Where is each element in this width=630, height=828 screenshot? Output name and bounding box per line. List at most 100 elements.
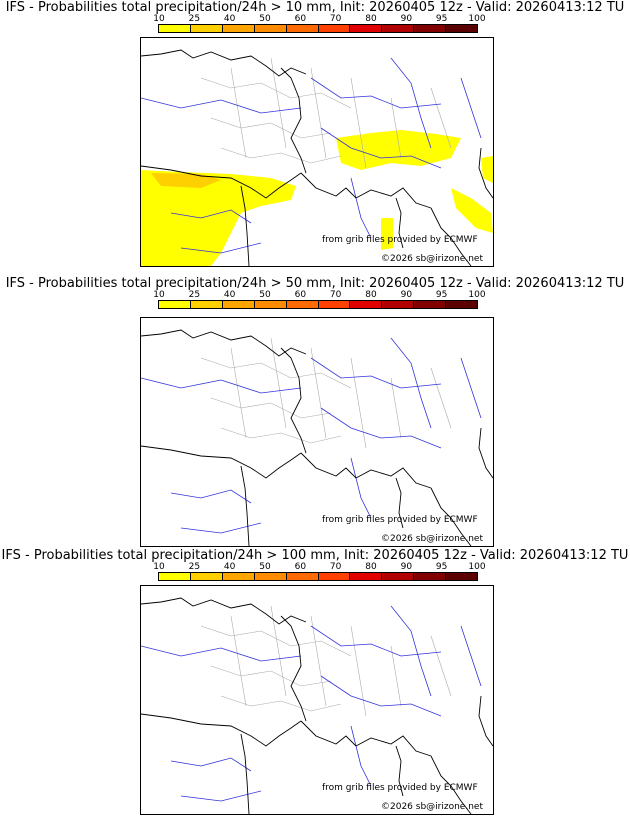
copyright-credit: ©2026 sb@irizone.net [381,534,483,544]
admin-border [310,347,327,439]
probability-colorbar [158,24,478,33]
legend-color-swatch [286,25,319,32]
legend-color-swatch [414,25,447,32]
legend-color-swatch [414,573,447,580]
river [460,357,482,419]
coastline [141,49,307,77]
legend-color-swatch [414,301,447,308]
river [170,757,252,772]
legend-tick-label: 25 [188,290,201,300]
map-svg [141,49,493,266]
map-svg [141,329,493,546]
copyright-credit: ©2026 sb@irizone.net [381,254,483,264]
river [320,127,442,169]
legend-color-swatch [159,301,191,308]
river [390,337,432,429]
admin-border [230,347,247,439]
legend-color-swatch [318,573,351,580]
admin-border [220,147,342,164]
legend-color-swatch [382,301,415,308]
legend-tick-label: 10 [153,562,165,572]
legend-color-swatch [350,25,383,32]
legend-tick-label: 80 [365,562,377,572]
coastline [280,615,307,722]
map-area[interactable]: from grib files provided by ECMWF ©2026 … [140,37,494,267]
coastline [141,713,302,747]
river [390,605,432,697]
legend-color-swatch [190,573,223,580]
admin-border [270,337,287,429]
legend-tick-label: 60 [294,290,307,300]
river [320,675,442,717]
legend-color-swatch [286,573,319,580]
map-area[interactable]: from grib files provided by ECMWF ©2026 … [140,585,494,815]
legend-tick-label: 80 [365,14,377,24]
coastline [240,185,250,266]
precip-area-corsica [381,218,393,250]
river [350,177,372,239]
precip-area-east [481,156,493,183]
coastline [300,720,432,757]
coastline [141,329,307,357]
admin-border [230,615,247,707]
legend-color-swatch [222,573,255,580]
admin-border [270,57,287,149]
admin-border [390,645,402,707]
coastline [430,755,472,814]
map-svg [141,597,493,814]
map-area[interactable]: from grib files provided by ECMWF ©2026 … [140,317,494,547]
legend-color-swatch [446,573,478,580]
admin-border [200,625,352,657]
legend-color-swatch [350,301,383,308]
legend-color-swatch [222,25,255,32]
river [180,522,262,534]
coastline [478,147,493,199]
precip-area-southwest-core [151,173,221,188]
legend-tick-label: 40 [223,562,236,572]
legend-tick-label: 10 [153,290,165,300]
panel-title: IFS - Probabilities total precipitation/… [1,548,629,563]
legend-color-swatch [318,301,351,308]
river [350,725,372,787]
coastline [300,172,432,209]
coastline [240,465,250,546]
coastline [395,197,404,249]
river [180,790,262,802]
legend-tick-label: 90 [400,562,413,572]
legend-tick-labels: 10 25 40 50 60 70 80 90 95 100 [153,562,485,572]
legend-color-swatch [382,25,415,32]
forecast-panel-100mm: IFS - Probabilities total precipitation/… [0,548,630,824]
panel-title: IFS - Probabilities total precipitation/… [5,0,625,15]
legend-color-swatch [318,25,351,32]
river [320,407,442,449]
legend-color-swatch [446,301,478,308]
legend-tick-label: 70 [329,290,342,300]
legend-tick-label: 25 [188,562,201,572]
admin-border [220,695,342,712]
admin-border [310,67,327,159]
river [390,57,432,149]
legend-tick-label: 70 [329,14,342,24]
admin-border [270,605,287,697]
legend-tick-label: 50 [259,14,271,24]
forecast-panel-50mm: IFS - Probabilities total precipitation/… [0,276,630,552]
legend-color-swatch [254,25,287,32]
legend-color-swatch [446,25,478,32]
legend-tick-label: 100 [468,14,486,24]
legend-color-swatch [382,573,415,580]
coastline [141,165,302,199]
admin-border [430,87,452,149]
legend-tick-label: 60 [294,14,307,24]
admin-border [220,427,342,444]
coastline [141,597,307,625]
admin-border [210,665,332,687]
legend-tick-label: 40 [223,14,236,24]
river [141,645,302,662]
legend-color-swatch [254,301,287,308]
admin-border [350,625,367,717]
source-credit: from grib files provided by ECMWF [322,515,478,525]
coastline [430,487,472,546]
coastline [395,477,404,529]
river [310,77,442,109]
legend-tick-label: 40 [223,290,236,300]
